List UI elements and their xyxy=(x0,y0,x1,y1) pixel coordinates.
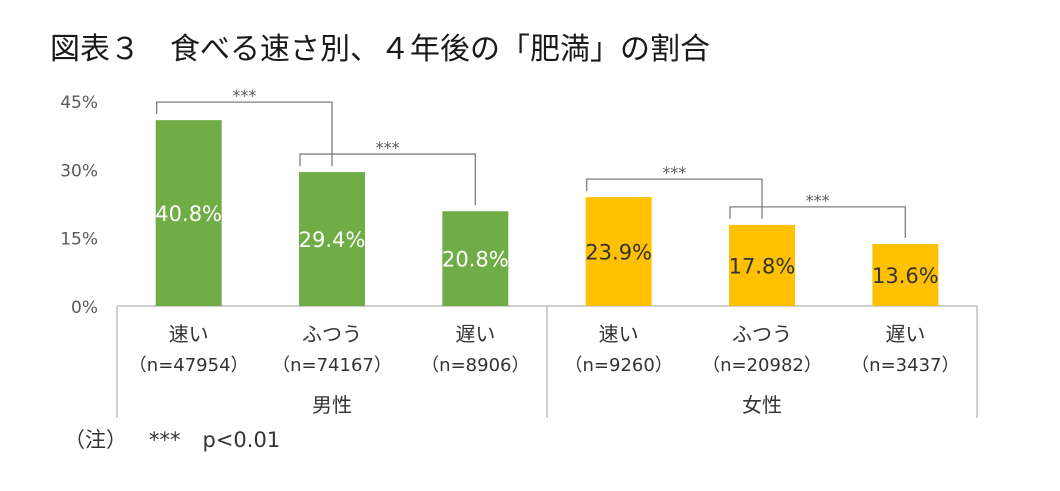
y-tick-label: 15% xyxy=(60,230,98,250)
category-label: 速い xyxy=(169,322,209,346)
category-label: 遅い xyxy=(455,322,495,346)
sample-size-label: （n=74167） xyxy=(272,355,392,376)
significance-bracket xyxy=(156,101,333,167)
bar xyxy=(872,244,939,306)
significance-label: *** xyxy=(232,86,256,105)
significance-label: *** xyxy=(806,191,830,210)
data-label: 17.8% xyxy=(729,254,796,278)
sample-size-label: （n=9260） xyxy=(565,355,673,376)
bar xyxy=(585,197,652,306)
data-label: 20.8% xyxy=(442,248,509,272)
category-label: ふつう xyxy=(732,322,792,346)
significance-bracket xyxy=(729,206,906,239)
group-label: 男性 xyxy=(312,393,352,417)
significance-bracket xyxy=(586,178,763,219)
bar xyxy=(442,211,509,306)
footnote-stars: *** xyxy=(149,428,181,452)
y-tick-label: 30% xyxy=(60,161,98,181)
sample-size-label: （n=20982） xyxy=(702,355,822,376)
footnote: （注） *** p<0.01 xyxy=(64,424,302,454)
significance-label: *** xyxy=(662,163,686,182)
footnote-text: p<0.01 xyxy=(202,428,281,452)
sample-size-label: （n=8906） xyxy=(421,355,529,376)
footnote-label: （注） xyxy=(64,428,127,452)
bar xyxy=(729,224,795,306)
y-tick-label: 0% xyxy=(71,298,98,318)
significance-bracket xyxy=(299,153,476,206)
data-label: 40.8% xyxy=(155,202,222,226)
bar xyxy=(299,172,365,306)
data-label: 29.4% xyxy=(299,228,366,252)
sample-size-label: （n=47954） xyxy=(129,355,249,376)
data-label: 23.9% xyxy=(585,241,652,265)
category-label: ふつう xyxy=(302,322,362,346)
data-label: 13.6% xyxy=(872,264,939,288)
category-label: 遅い xyxy=(885,322,925,346)
category-label: 速い xyxy=(599,322,639,346)
y-tick-label: 45% xyxy=(60,93,98,113)
chart-title: 図表３ 食べる速さ別、４年後の「肥満」の割合 xyxy=(50,32,710,67)
group-label: 女性 xyxy=(742,393,782,417)
bar xyxy=(155,120,222,306)
sample-size-label: （n=3437） xyxy=(851,355,959,376)
significance-label: *** xyxy=(376,138,400,157)
